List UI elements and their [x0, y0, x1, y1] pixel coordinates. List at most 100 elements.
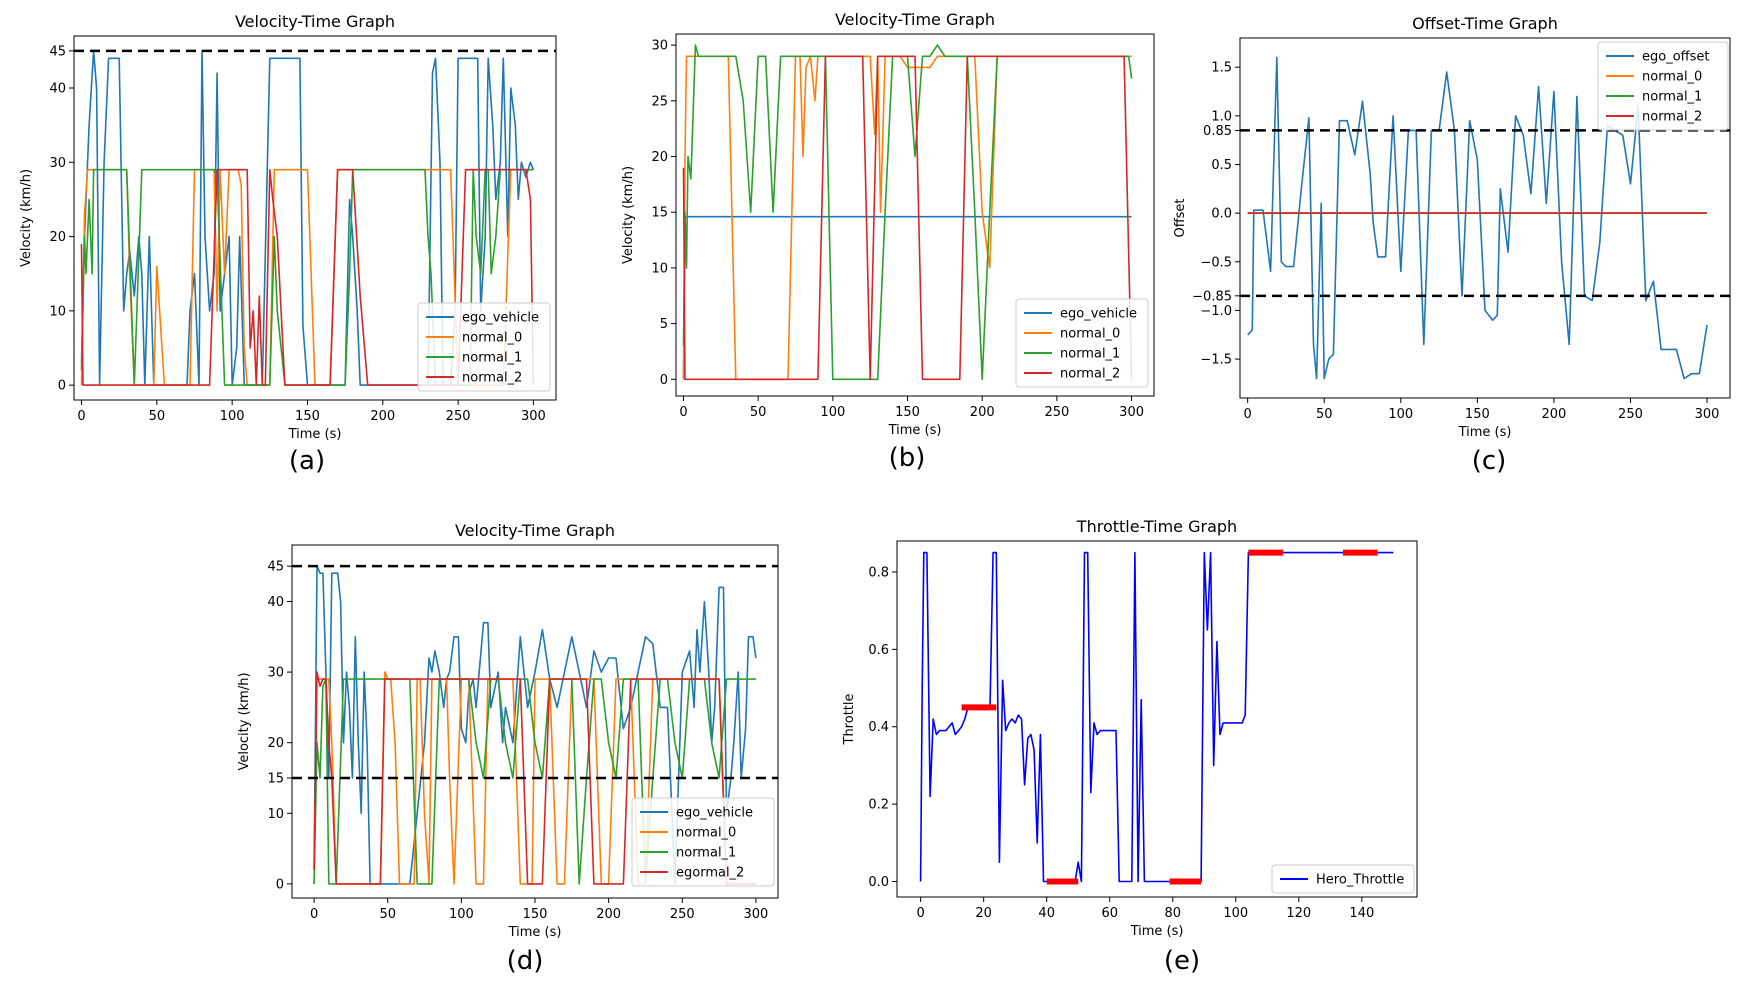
a-ytick-label-5: 45 [49, 44, 66, 59]
c-ytick-label-1: −1.0 [1200, 304, 1232, 319]
c-xtick-label-6: 300 [1695, 407, 1720, 422]
b-legend-label-0: ego_vehicle [1060, 307, 1137, 322]
e-plot-area [919, 549, 1394, 885]
caption-d: (d) [506, 946, 544, 976]
b-legend-label-2: normal_1 [1060, 347, 1120, 362]
a-xtick-label-5: 250 [446, 409, 471, 424]
b-title: Velocity-Time Graph [835, 10, 995, 29]
a-legend-label-0: ego_vehicle [462, 311, 539, 326]
e-ylabel: Throttle [842, 694, 857, 746]
caption-c: (c) [1471, 446, 1507, 476]
d-xtick-label-3: 150 [523, 907, 548, 922]
d-xtick-label-2: 100 [449, 907, 474, 922]
a-series-normal-1-line [80, 168, 534, 386]
e-ytick-label-0: 0.0 [868, 875, 889, 890]
c-title: Offset-Time Graph [1412, 14, 1558, 33]
a-ytick-label-0: 0 [58, 379, 66, 394]
c-xtick-label-1: 50 [1316, 407, 1333, 422]
caption-a: (a) [288, 446, 326, 476]
a-series-normal-0-line [80, 168, 534, 386]
d-ytick-label-0: 0 [276, 877, 284, 892]
c-xtick-label-3: 150 [1465, 407, 1490, 422]
b-series-normal-1-line [682, 44, 1133, 381]
c-legend-label-0: ego_offset [1642, 50, 1709, 65]
e-ytick-label-2: 0.4 [868, 720, 889, 735]
b-plot-area [682, 44, 1133, 381]
e-title: Throttle-Time Graph [1076, 517, 1237, 536]
b-xtick-label-5: 250 [1044, 405, 1069, 420]
e-legend-label-0: Hero_Throttle [1316, 873, 1404, 888]
d-ytick-label-1: 10 [267, 807, 284, 822]
b-xtick-label-0: 0 [679, 405, 687, 420]
d-ytick-label-5: 40 [267, 595, 284, 610]
c-xtick-label-4: 200 [1541, 407, 1566, 422]
d-legend-label-2: normal_1 [676, 846, 736, 861]
a-ytick-label-3: 30 [49, 156, 66, 171]
c-xtick-label-5: 250 [1618, 407, 1643, 422]
c-ytick-label-8: 1.5 [1211, 61, 1232, 76]
b-ytick-label-2: 10 [651, 261, 668, 276]
d-legend-box [631, 797, 775, 887]
d-series-normal-1-line [313, 678, 756, 885]
a-legend-label-3: normal_2 [462, 371, 522, 386]
a-title: Velocity-Time Graph [235, 12, 395, 31]
c-legend-label-3: normal_2 [1642, 110, 1702, 125]
a-xtick-label-3: 150 [295, 409, 320, 424]
a-xtick-label-2: 100 [220, 409, 245, 424]
a-series-ego-vehicle-line [80, 50, 535, 386]
d-title: Velocity-Time Graph [455, 521, 615, 540]
c-xlabel: Time (s) [1458, 425, 1512, 440]
b-xtick-label-1: 50 [750, 405, 767, 420]
d-ylabel: Velocity (km/h) [237, 672, 252, 770]
b-xtick-label-4: 200 [970, 405, 995, 420]
b-series-normal-2-line [682, 55, 1133, 381]
a-plot-area [80, 50, 535, 386]
c-ytick-label-7: 1.0 [1211, 109, 1232, 124]
e-xtick-label-7: 140 [1349, 906, 1374, 921]
b-series-normal-0-line [682, 55, 1132, 381]
c-plot-area [1247, 56, 1708, 380]
e-xtick-label-0: 0 [916, 906, 924, 921]
b-ytick-label-1: 5 [660, 317, 668, 332]
b-legend-label-3: normal_2 [1060, 367, 1120, 382]
a-ytick-label-4: 40 [49, 82, 66, 97]
d-plot-area [313, 565, 757, 885]
a-xlabel: Time (s) [288, 427, 342, 442]
b-ytick-label-4: 20 [651, 150, 668, 165]
a-ylabel: Velocity (km/h) [19, 169, 34, 267]
d-series-egormal-2-line [313, 671, 756, 885]
d-legend-label-3: egormal_2 [676, 866, 744, 881]
c-axes-frame [1239, 37, 1731, 399]
a-legend-box [417, 302, 551, 392]
c-ytick-label-5: 0.5 [1211, 158, 1232, 173]
e-ytick-label-4: 0.8 [868, 565, 889, 580]
c-legend-label-2: normal_1 [1642, 90, 1702, 105]
d-axes-frame [291, 544, 779, 899]
c-legend-box [1597, 41, 1729, 131]
caption-e: (e) [1163, 946, 1201, 976]
b-ytick-label-0: 0 [660, 373, 668, 388]
d-series-ego-vehicle-line [313, 565, 757, 885]
a-xtick-label-6: 300 [521, 409, 546, 424]
d-series-normal-0-line [313, 671, 756, 885]
d-ytick-label-3: 20 [267, 736, 284, 751]
caption-b: (b) [888, 443, 926, 473]
b-legend-label-1: normal_0 [1060, 327, 1120, 342]
a-ytick-label-2: 20 [49, 230, 66, 245]
d-ytick-label-4: 30 [267, 666, 284, 681]
d-ytick-label-6: 45 [267, 560, 284, 575]
e-xtick-label-3: 60 [1101, 906, 1118, 921]
a-series-normal-2-line [80, 168, 535, 386]
d-xtick-label-1: 50 [379, 907, 396, 922]
d-xtick-label-0: 0 [310, 907, 318, 922]
a-legend-label-2: normal_1 [462, 351, 522, 366]
b-ylabel: Velocity (km/h) [621, 166, 636, 264]
e-xtick-label-2: 40 [1038, 906, 1055, 921]
e-ytick-label-1: 0.2 [868, 798, 889, 813]
a-xtick-label-1: 50 [149, 409, 166, 424]
e-xtick-label-5: 100 [1223, 906, 1248, 921]
